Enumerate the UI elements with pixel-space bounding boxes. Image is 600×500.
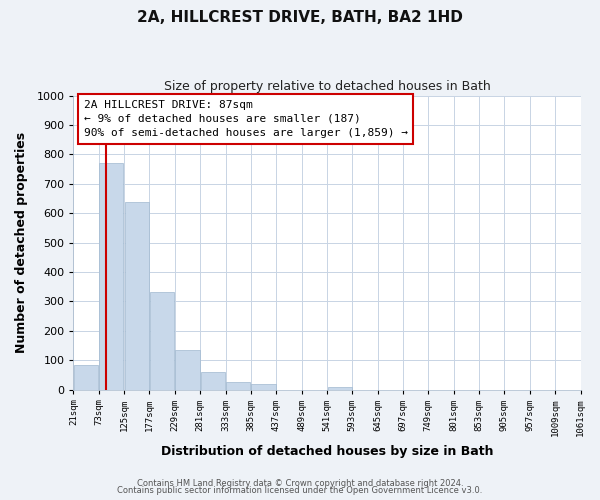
Bar — [328, 386, 352, 390]
Bar — [175, 350, 200, 390]
Bar — [125, 202, 149, 390]
Bar — [100, 163, 124, 390]
Bar — [226, 382, 250, 390]
Bar — [201, 372, 225, 390]
X-axis label: Distribution of detached houses by size in Bath: Distribution of detached houses by size … — [161, 444, 493, 458]
Text: Contains HM Land Registry data © Crown copyright and database right 2024.: Contains HM Land Registry data © Crown c… — [137, 478, 463, 488]
Text: Contains public sector information licensed under the Open Government Licence v3: Contains public sector information licen… — [118, 486, 482, 495]
Title: Size of property relative to detached houses in Bath: Size of property relative to detached ho… — [164, 80, 490, 93]
Bar — [251, 384, 275, 390]
Bar — [74, 364, 98, 390]
Text: 2A, HILLCREST DRIVE, BATH, BA2 1HD: 2A, HILLCREST DRIVE, BATH, BA2 1HD — [137, 10, 463, 25]
Y-axis label: Number of detached properties: Number of detached properties — [15, 132, 28, 353]
Text: 2A HILLCREST DRIVE: 87sqm
← 9% of detached houses are smaller (187)
90% of semi-: 2A HILLCREST DRIVE: 87sqm ← 9% of detach… — [83, 100, 407, 138]
Bar — [150, 292, 174, 390]
